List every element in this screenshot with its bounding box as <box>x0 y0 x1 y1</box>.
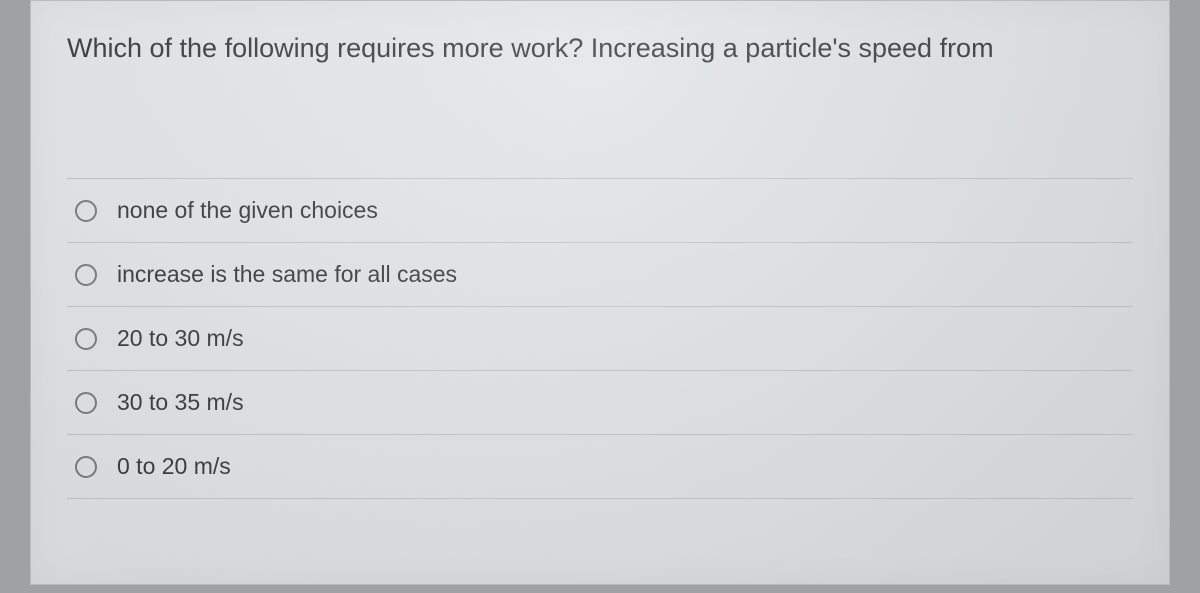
option-label: increase is the same for all cases <box>117 261 457 288</box>
radio-icon[interactable] <box>75 456 97 478</box>
option-label: none of the given choices <box>117 197 378 224</box>
question-card: Which of the following requires more wor… <box>30 0 1170 585</box>
radio-icon[interactable] <box>75 200 97 222</box>
question-text: Which of the following requires more wor… <box>67 29 1133 68</box>
option-row-30-35[interactable]: 30 to 35 m/s <box>67 371 1133 435</box>
radio-icon[interactable] <box>75 392 97 414</box>
option-row-20-30[interactable]: 20 to 30 m/s <box>67 307 1133 371</box>
radio-icon[interactable] <box>75 264 97 286</box>
options-list: none of the given choices increase is th… <box>67 178 1133 499</box>
radio-icon[interactable] <box>75 328 97 350</box>
option-row-0-20[interactable]: 0 to 20 m/s <box>67 435 1133 499</box>
option-row-same[interactable]: increase is the same for all cases <box>67 243 1133 307</box>
option-label: 20 to 30 m/s <box>117 325 244 352</box>
option-label: 30 to 35 m/s <box>117 389 244 416</box>
option-label: 0 to 20 m/s <box>117 453 231 480</box>
option-row-none[interactable]: none of the given choices <box>67 179 1133 243</box>
